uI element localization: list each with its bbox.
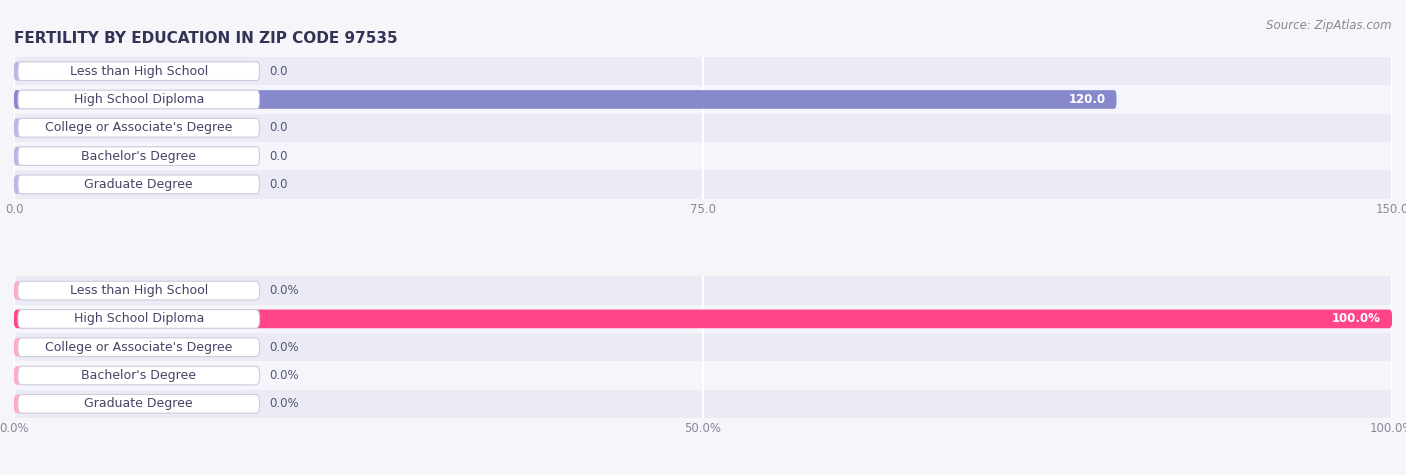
FancyBboxPatch shape (18, 62, 260, 80)
FancyBboxPatch shape (14, 281, 249, 300)
FancyBboxPatch shape (14, 118, 249, 137)
Text: 120.0: 120.0 (1069, 93, 1105, 106)
Bar (14, 305, 1392, 333)
Bar (14, 114, 1392, 142)
Text: 0.0: 0.0 (269, 65, 287, 77)
Text: 0.0: 0.0 (269, 121, 287, 134)
FancyBboxPatch shape (14, 366, 249, 385)
FancyBboxPatch shape (18, 310, 260, 328)
Bar (14, 170, 1392, 199)
Bar (14, 142, 1392, 170)
Text: High School Diploma: High School Diploma (73, 93, 204, 106)
Text: 0.0: 0.0 (269, 178, 287, 191)
FancyBboxPatch shape (18, 395, 260, 413)
FancyBboxPatch shape (18, 366, 260, 385)
FancyBboxPatch shape (14, 395, 249, 413)
FancyBboxPatch shape (14, 310, 1392, 328)
Text: 0.0: 0.0 (269, 150, 287, 162)
Text: 0.0%: 0.0% (269, 398, 298, 410)
Text: 0.0%: 0.0% (269, 341, 298, 354)
Text: College or Associate's Degree: College or Associate's Degree (45, 121, 232, 134)
FancyBboxPatch shape (14, 175, 249, 194)
Text: Graduate Degree: Graduate Degree (84, 398, 193, 410)
Text: 0.0%: 0.0% (269, 284, 298, 297)
FancyBboxPatch shape (18, 147, 260, 165)
Text: Source: ZipAtlas.com: Source: ZipAtlas.com (1267, 19, 1392, 32)
FancyBboxPatch shape (18, 118, 260, 137)
FancyBboxPatch shape (14, 147, 249, 165)
Text: FERTILITY BY EDUCATION IN ZIP CODE 97535: FERTILITY BY EDUCATION IN ZIP CODE 97535 (14, 31, 398, 46)
Text: Bachelor's Degree: Bachelor's Degree (82, 369, 197, 382)
Text: Bachelor's Degree: Bachelor's Degree (82, 150, 197, 162)
Bar (14, 86, 1392, 114)
Text: High School Diploma: High School Diploma (73, 313, 204, 325)
FancyBboxPatch shape (18, 281, 260, 300)
FancyBboxPatch shape (18, 338, 260, 357)
Bar (14, 361, 1392, 390)
FancyBboxPatch shape (14, 90, 1116, 109)
Text: Graduate Degree: Graduate Degree (84, 178, 193, 191)
Text: Less than High School: Less than High School (70, 65, 208, 77)
Bar (14, 390, 1392, 418)
Text: 0.0%: 0.0% (269, 369, 298, 382)
Text: College or Associate's Degree: College or Associate's Degree (45, 341, 232, 354)
FancyBboxPatch shape (18, 175, 260, 194)
Bar (14, 276, 1392, 305)
FancyBboxPatch shape (14, 338, 249, 357)
FancyBboxPatch shape (14, 62, 249, 80)
Bar (14, 333, 1392, 361)
Bar (14, 57, 1392, 86)
Text: Less than High School: Less than High School (70, 284, 208, 297)
Text: 100.0%: 100.0% (1331, 313, 1381, 325)
FancyBboxPatch shape (18, 90, 260, 109)
